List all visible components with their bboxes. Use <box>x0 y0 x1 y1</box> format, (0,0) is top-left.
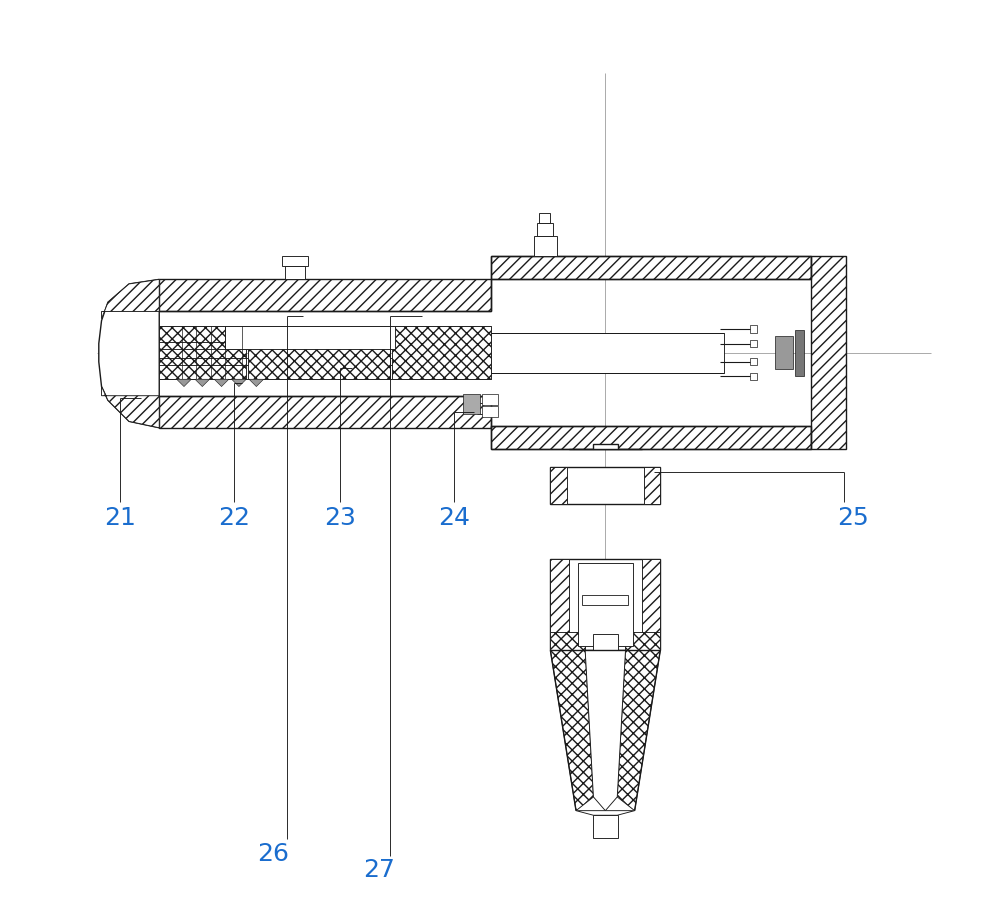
Bar <box>625 632 660 650</box>
Polygon shape <box>585 650 625 811</box>
Polygon shape <box>249 379 264 387</box>
Text: 25: 25 <box>837 506 869 529</box>
Polygon shape <box>617 650 660 811</box>
Bar <box>775 336 793 369</box>
Bar <box>642 559 660 650</box>
Bar <box>159 396 491 428</box>
Bar <box>159 279 491 311</box>
Bar <box>644 467 660 504</box>
Polygon shape <box>214 379 229 387</box>
Polygon shape <box>102 279 159 319</box>
Text: 22: 22 <box>218 506 250 529</box>
Polygon shape <box>195 379 210 387</box>
Polygon shape <box>102 387 159 428</box>
Bar <box>750 358 757 365</box>
Bar <box>550 467 660 504</box>
Bar <box>537 223 553 236</box>
Bar <box>582 595 628 605</box>
Bar <box>463 394 480 414</box>
Bar <box>550 559 569 650</box>
Bar <box>392 326 491 379</box>
Polygon shape <box>576 811 635 815</box>
Bar <box>539 213 550 223</box>
Text: 27: 27 <box>363 858 395 882</box>
Text: 24: 24 <box>438 506 470 529</box>
Polygon shape <box>99 279 159 428</box>
Bar <box>750 340 757 347</box>
Polygon shape <box>232 379 246 387</box>
Bar <box>795 330 804 376</box>
Bar <box>750 373 757 380</box>
Bar <box>482 406 498 417</box>
Bar <box>593 815 618 838</box>
Bar <box>491 256 811 279</box>
Polygon shape <box>550 650 593 811</box>
Bar <box>225 326 395 349</box>
Bar <box>593 634 618 650</box>
Bar <box>282 256 308 266</box>
Bar <box>285 266 305 279</box>
Bar <box>482 394 498 405</box>
Text: 23: 23 <box>324 506 356 529</box>
Bar <box>534 236 557 256</box>
Bar <box>593 444 618 449</box>
Bar <box>248 326 390 379</box>
Bar <box>750 325 757 333</box>
Bar <box>550 467 567 504</box>
Bar <box>491 333 724 373</box>
Bar <box>550 632 585 650</box>
Text: 21: 21 <box>104 506 136 529</box>
Bar <box>550 559 660 650</box>
Bar <box>159 326 246 379</box>
Bar <box>491 426 811 449</box>
Bar <box>578 563 633 646</box>
Polygon shape <box>177 379 191 387</box>
Text: 26: 26 <box>257 842 289 866</box>
Bar <box>811 256 846 449</box>
